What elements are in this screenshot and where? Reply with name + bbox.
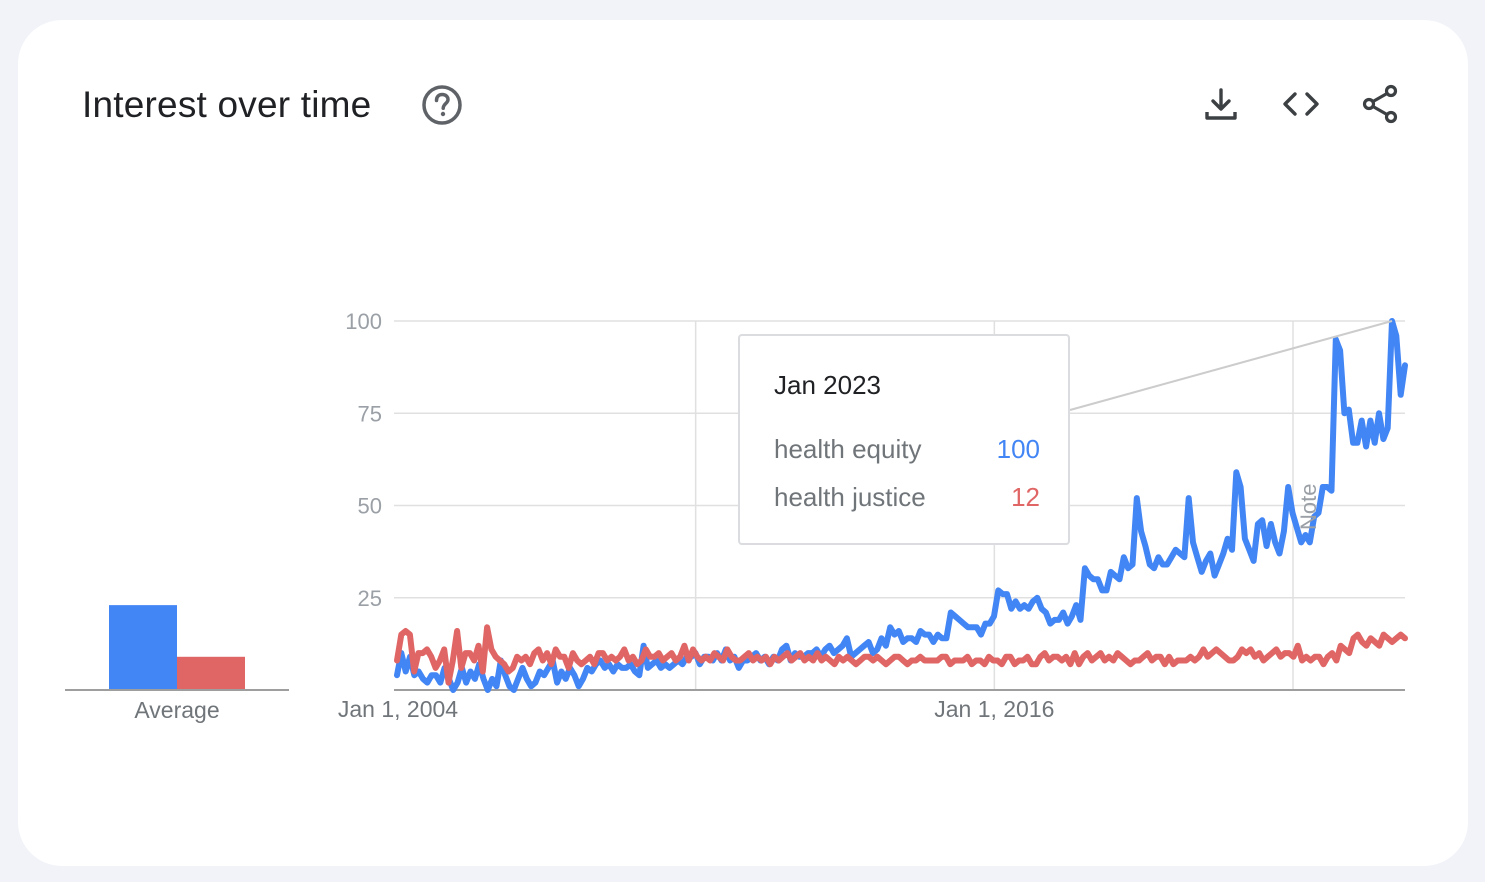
tooltip-series-value: 100: [996, 434, 1040, 464]
tooltip-connector: [1069, 320, 1393, 411]
average-label: Average: [134, 697, 219, 723]
embed-code-icon[interactable]: [1281, 84, 1321, 124]
download-icon[interactable]: [1201, 84, 1241, 124]
tooltip-series-name: health justice: [774, 482, 926, 512]
help-circle-icon[interactable]: [420, 83, 464, 127]
tooltip-series-name: health equity: [774, 434, 922, 464]
share-icon[interactable]: [1361, 84, 1401, 124]
tooltip-row: health justice 12: [774, 482, 1040, 513]
x-tick-label: Jan 1, 2004: [338, 696, 458, 722]
average-bar: [109, 605, 177, 690]
note-label: Note: [1296, 484, 1321, 530]
y-tick-label: 75: [358, 401, 382, 426]
average-bar: [177, 656, 245, 690]
series-line-health-equity: [394, 318, 1408, 693]
tooltip-series-value: 12: [1011, 482, 1040, 512]
tooltip-row: health equity 100: [774, 434, 1040, 465]
y-tick-label: 25: [358, 586, 382, 611]
x-tick-label: Jan 1, 2016: [934, 696, 1054, 722]
series-line-health-justice: [394, 624, 1408, 686]
hover-tooltip: Jan 2023 health equity 100 health justic…: [738, 334, 1070, 545]
chart-title: Interest over time: [82, 84, 372, 125]
y-tick-label: 100: [345, 309, 382, 334]
y-tick-label: 50: [358, 494, 382, 519]
tooltip-date: Jan 2023: [774, 370, 881, 400]
